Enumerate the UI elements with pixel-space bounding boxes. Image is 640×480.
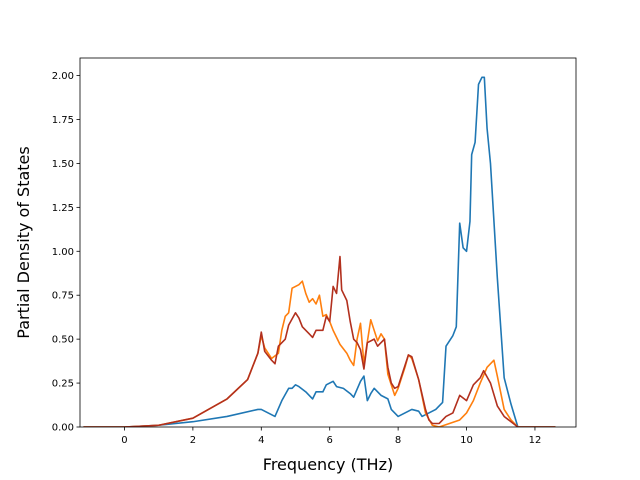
y-tick-label: 0.75	[52, 291, 74, 302]
x-tick-label: 2	[190, 435, 196, 446]
y-tick-label: 1.50	[52, 159, 74, 170]
y-tick-label: 0.50	[52, 335, 74, 346]
x-tick-label: 0	[121, 435, 127, 446]
y-tick-label: 1.75	[52, 115, 74, 126]
axes-frame	[79, 57, 577, 428]
y-tick-label: 0.25	[52, 379, 74, 390]
x-tick-label: 8	[395, 435, 401, 446]
x-tick-label: 10	[460, 435, 473, 446]
x-tick-label: 12	[529, 435, 542, 446]
y-tick-label: 1.25	[52, 203, 74, 214]
y-axis-ticks: 0.00 0.25 0.50 0.75 1.00 1.25 1.50 1.75 2.00	[52, 71, 80, 434]
plot-area	[83, 76, 556, 427]
series-line-1	[83, 76, 556, 427]
series-line-3	[83, 255, 556, 427]
x-tick-label: 6	[327, 435, 333, 446]
x-axis-label: Frequency (THz)	[263, 455, 393, 474]
y-axis-label: Partial Density of States	[14, 146, 33, 338]
y-tick-label: 0.00	[52, 423, 74, 434]
y-tick-label: 1.00	[52, 247, 74, 258]
x-tick-label: 4	[258, 435, 264, 446]
x-axis-ticks: 0 2 4 6 8 10 12	[121, 427, 541, 446]
y-tick-label: 2.00	[52, 71, 74, 82]
